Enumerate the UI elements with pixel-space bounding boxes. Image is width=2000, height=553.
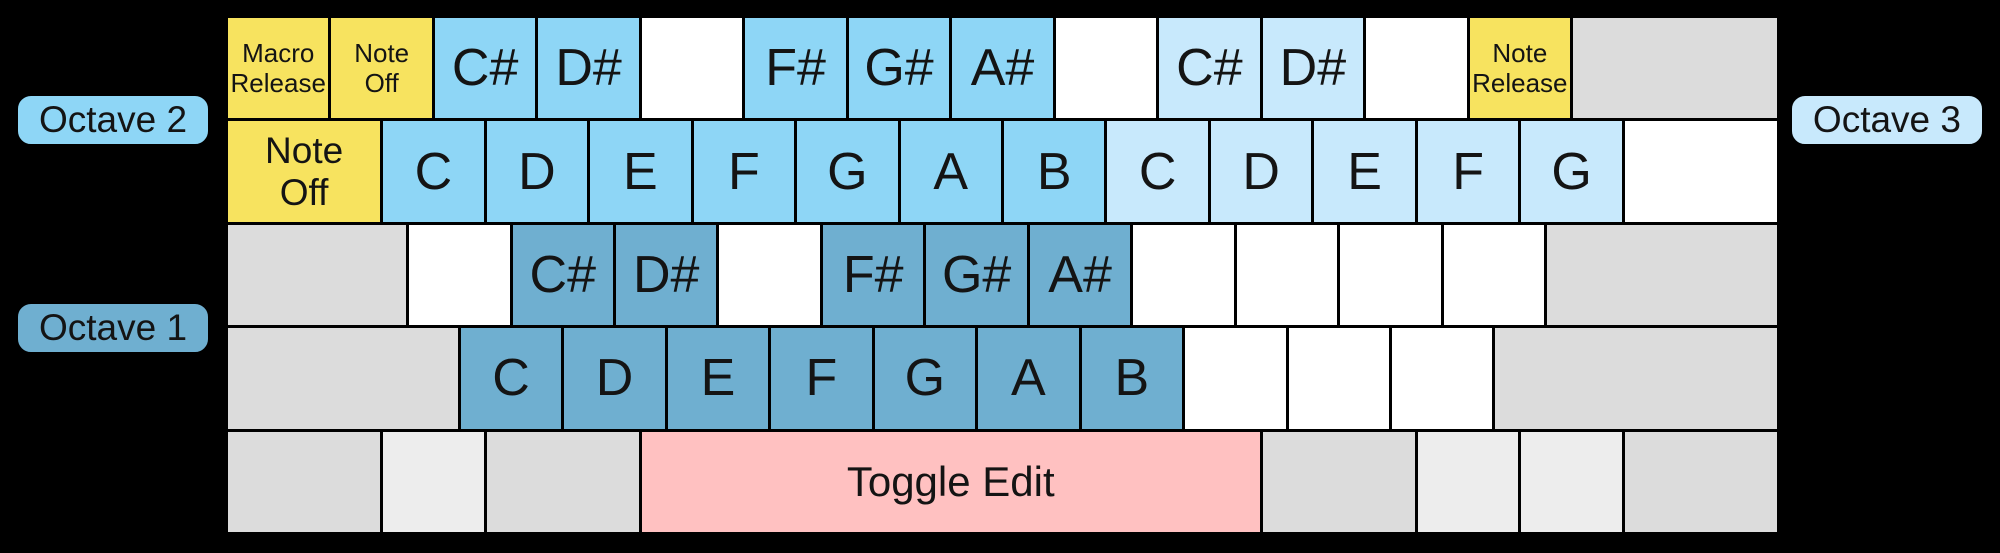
key-note-a-oct2: A [900, 121, 1001, 222]
key-inactive [1547, 224, 1777, 326]
key-note-csharp-oct1: C# [512, 224, 613, 326]
key-blank [1340, 224, 1441, 326]
key-note-off-top: Note Off [331, 18, 432, 119]
key-note-d-oct1: D [564, 328, 665, 429]
key-note-csharp-oct3: C# [1159, 18, 1260, 119]
key-blank [409, 224, 510, 326]
key-inactive [228, 224, 407, 326]
key-blank [1133, 224, 1234, 326]
key-inactive [1624, 431, 1777, 532]
key-note-g-oct3: G [1521, 121, 1622, 222]
key-note-gsharp-oct1: G# [926, 224, 1027, 326]
keyboard: Macro Release Note Off C# D# F# G# A# C# D# Note … [225, 15, 1780, 535]
key-note-e-oct3: E [1314, 121, 1415, 222]
key-note-dsharp-oct1: D# [616, 224, 717, 326]
key-note-d-oct2: D [486, 121, 588, 222]
key-inactive [1573, 18, 1777, 119]
octave-1-label: Octave 1 [16, 302, 211, 354]
key-blank [1236, 224, 1338, 326]
key-inactive [1417, 431, 1519, 532]
key-note-asharp-oct1: A# [1029, 224, 1131, 326]
key-note-f-oct2: F [693, 121, 795, 222]
key-note-f-oct3: F [1417, 121, 1519, 222]
key-inactive [486, 431, 639, 532]
key-note-d-oct3: D [1210, 121, 1312, 222]
key-inactive [1521, 431, 1622, 532]
key-note-dsharp-oct3: D# [1262, 18, 1364, 119]
octave-2-label: Octave 2 [16, 94, 211, 146]
key-inactive [1262, 431, 1415, 532]
key-note-c-oct2: C [383, 121, 484, 222]
key-note-b-oct2: B [1004, 121, 1105, 222]
key-note-g-oct2: G [797, 121, 898, 222]
key-blank [1624, 121, 1777, 222]
key-inactive [383, 431, 484, 532]
key-note-c-oct1: C [460, 328, 562, 429]
key-note-gsharp-oct2: G# [848, 18, 950, 119]
key-blank [1366, 18, 1467, 119]
key-blank [1443, 224, 1545, 326]
key-note-csharp-oct2: C# [434, 18, 536, 119]
key-note-fsharp-oct1: F# [822, 224, 924, 326]
key-blank [719, 224, 820, 326]
octave-3-label: Octave 3 [1789, 94, 1984, 146]
key-note-release: Note Release [1469, 18, 1571, 119]
key-note-off: Note Off [228, 121, 381, 222]
key-note-e-oct2: E [590, 121, 691, 222]
key-macro-release: Macro Release [228, 18, 329, 119]
key-blank [1392, 328, 1493, 429]
key-note-g-oct1: G [874, 328, 976, 429]
key-note-e-oct1: E [667, 328, 769, 429]
key-note-c-oct3: C [1107, 121, 1208, 222]
key-blank [1185, 328, 1286, 429]
key-blank [1288, 328, 1389, 429]
key-note-a-oct1: A [978, 328, 1079, 429]
key-inactive [228, 431, 381, 532]
key-inactive [1495, 328, 1777, 429]
key-note-f-oct1: F [771, 328, 872, 429]
key-blank [641, 18, 743, 119]
key-toggle-edit: Toggle Edit [641, 431, 1260, 532]
key-note-asharp-oct2: A# [952, 18, 1053, 119]
key-note-b-oct1: B [1081, 328, 1183, 429]
key-note-dsharp-oct2: D# [538, 18, 639, 119]
key-inactive [228, 328, 458, 429]
key-note-fsharp-oct2: F# [745, 18, 846, 119]
key-blank [1055, 18, 1157, 119]
